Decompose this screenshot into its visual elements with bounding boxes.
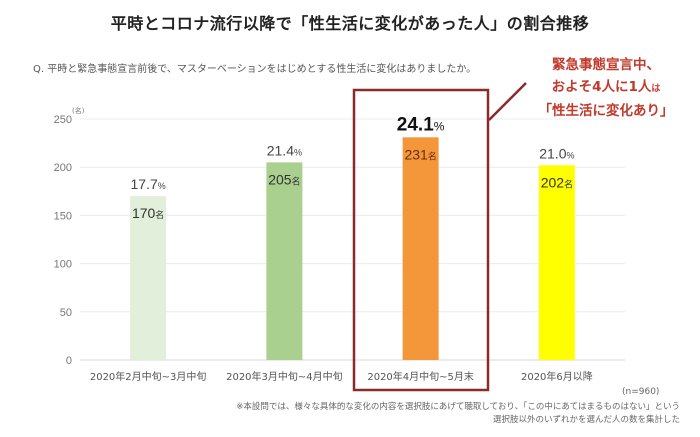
- value-label: 205名: [268, 171, 300, 187]
- percent-value: 17.7: [130, 176, 157, 192]
- percent-label: 17.7%: [130, 176, 165, 192]
- bar: [402, 137, 439, 360]
- percent-value: 21.4: [267, 142, 294, 158]
- value-number: 202: [541, 174, 565, 190]
- value-unit: 名: [428, 150, 437, 161]
- footnote: ※本設問では、様々な具体的な変化の内容を選択肢にあげて聴取しており、「この中にあ…: [160, 401, 680, 427]
- chart-title: 平時とコロナ流行以降で「性生活に変化があった人」の割合推移: [110, 14, 590, 33]
- callout-line-2: およそ4人に1人は: [516, 76, 696, 100]
- callout-line-2-main: およそ4人に1人: [551, 79, 652, 95]
- bar: [538, 165, 575, 360]
- x-category-label: 2020年3月中旬~4月中旬: [226, 370, 343, 383]
- highlight-box: [352, 88, 490, 392]
- percent-label: 24.1%: [397, 114, 445, 135]
- y-tick-label: 250: [54, 114, 72, 126]
- y-tick-label: 150: [54, 210, 72, 222]
- y-axis-unit-label: (名): [72, 106, 85, 115]
- value-label: 231名: [404, 146, 436, 162]
- x-category-label: 2020年6月以降: [521, 370, 593, 383]
- value-label: 170名: [132, 205, 164, 221]
- callout-line-3: 「性生活に変化あり」: [538, 103, 674, 119]
- sample-size-label: (n=960): [622, 387, 660, 397]
- percent-value: 21.0: [539, 145, 566, 161]
- percent-value: 24.1: [397, 114, 434, 135]
- percent-label: 21.4%: [267, 142, 302, 158]
- percent-unit: %: [294, 147, 302, 157]
- x-category-label: 2020年4月中旬~5月末: [367, 370, 474, 383]
- value-number: 170: [132, 205, 156, 221]
- callout-connector: [488, 82, 527, 121]
- callout-line-1: 緊急事態宣言中、: [552, 57, 660, 73]
- value-unit: 名: [564, 178, 573, 189]
- footnote-line-1: ※本設問では、様々な具体的な変化の内容を選択肢にあげて聴取しており、「この中にあ…: [236, 402, 680, 412]
- percent-unit: %: [566, 150, 574, 160]
- value-unit: 名: [292, 175, 301, 186]
- bar: [266, 162, 303, 360]
- y-tick-label: 200: [54, 162, 72, 174]
- y-tick-label: 0: [66, 355, 72, 367]
- percent-unit: %: [158, 181, 166, 191]
- bar: [130, 196, 167, 360]
- value-label: 202名: [541, 174, 573, 190]
- value-unit: 名: [155, 209, 164, 220]
- y-tick-label: 50: [60, 307, 72, 319]
- footnote-line-2: 選択肢以外のいずれかを選んだ人の数を集計した: [492, 415, 680, 425]
- callout-annotation: 緊急事態宣言中、 およそ4人に1人は 「性生活に変化あり」: [516, 54, 696, 122]
- value-number: 231: [404, 146, 428, 162]
- percent-label: 21.0%: [539, 145, 574, 161]
- x-category-label: 2020年2月中旬~3月中旬: [90, 370, 207, 383]
- survey-question: Q. 平時と緊急事態宣言前後で、マスターベーションをはじめとする性生活に変化はあ…: [33, 64, 477, 75]
- percent-unit: %: [434, 119, 445, 133]
- value-number: 205: [268, 171, 292, 187]
- callout-line-2-small: は: [651, 84, 661, 94]
- y-tick-label: 100: [54, 259, 72, 271]
